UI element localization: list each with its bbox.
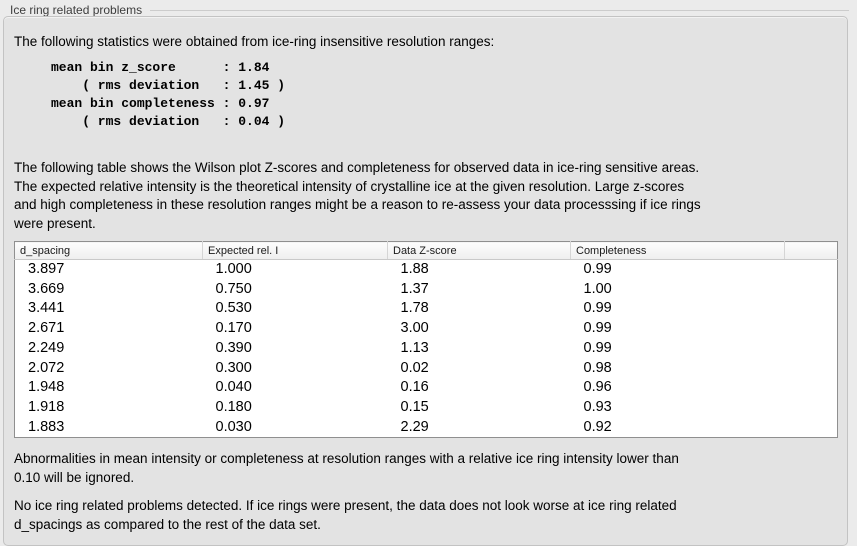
table-cell: 0.99	[583, 339, 612, 356]
table-cell: 1.918	[28, 398, 65, 415]
table-header-row: d_spacing Expected rel. I Data Z-score Comp…	[14, 241, 838, 260]
table-cell: 2.072	[28, 359, 65, 376]
table-cell: 3.897	[28, 261, 65, 277]
groupbox-border-line	[150, 10, 849, 11]
table-cell: 0.390	[215, 339, 252, 356]
stats-block: mean bin z_score : 1.84 ( rms deviation …	[51, 60, 286, 129]
column-header-expected-rel-i[interactable]: Expected rel. I	[202, 241, 388, 260]
table-cell	[785, 398, 838, 418]
table-cell	[785, 319, 838, 339]
table-cell	[785, 359, 838, 379]
table-cell: 2.249	[28, 339, 65, 356]
table-cell: 3.00	[400, 320, 429, 337]
ice-ring-table-grid: d_spacing Expected rel. I Data Z-score Comp…	[14, 241, 838, 439]
table-cell: 3.441	[28, 300, 65, 317]
table-cell: 0.92	[583, 418, 612, 435]
table-cell: 0.02	[400, 359, 429, 376]
table-cell: 0.530	[215, 300, 252, 317]
table-cell	[785, 260, 838, 280]
table-cell: 3.669	[28, 280, 65, 297]
table-row[interactable]: 1.948 0.040 0.16 0.96	[15, 378, 838, 398]
table-cell: 0.15	[400, 398, 429, 415]
table-cell: 2.29	[400, 418, 429, 435]
column-header-d-spacing[interactable]: d_spacing	[14, 241, 203, 260]
table-cell: 0.99	[583, 320, 612, 337]
table-cell: 0.300	[215, 359, 252, 376]
table-cell	[785, 299, 838, 319]
table-cell: 1.883	[28, 418, 65, 435]
table-cell: 0.99	[583, 261, 612, 277]
table-cell: 0.99	[583, 300, 612, 317]
table-cell: 1.948	[28, 379, 65, 396]
table-cell: 1.00	[583, 280, 612, 297]
table-row[interactable]: 3.669 0.750 1.37 1.00	[15, 280, 838, 300]
column-header-data-z-score[interactable]: Data Z-score	[387, 241, 571, 260]
table-cell	[785, 418, 838, 438]
table-cell	[785, 280, 838, 300]
groupbox-title: Ice ring related problems	[10, 3, 143, 17]
table-cell	[785, 378, 838, 398]
column-header-completeness[interactable]: Completeness	[570, 241, 785, 260]
table-cell: 1.37	[400, 280, 429, 297]
table-row[interactable]: 2.671 0.170 3.00 0.99	[15, 319, 838, 339]
table-cell: 0.98	[583, 359, 612, 376]
table-row[interactable]: 1.918 0.180 0.15 0.93	[15, 398, 838, 418]
table-header: d_spacing Expected rel. I Data Z-score Comp…	[14, 241, 838, 260]
table-row[interactable]: 3.897 1.000 1.88 0.99	[15, 260, 838, 280]
table-cell: 0.750	[215, 280, 252, 297]
table-cell: 1.78	[400, 300, 429, 317]
table-cell	[785, 339, 838, 359]
groupbox-header: Ice ring related problems	[0, 0, 849, 20]
table-cell: 1.88	[400, 261, 429, 277]
description-text: The following table shows the Wilson plo…	[14, 160, 701, 231]
table-cell: 1.13	[400, 339, 429, 356]
table-cell: 0.16	[400, 379, 429, 396]
ice-ring-table[interactable]: d_spacing Expected rel. I Data Z-score Comp…	[14, 241, 838, 439]
table-row[interactable]: 3.441 0.530 1.78 0.99	[15, 299, 838, 319]
intro-text: The following statistics were obtained f…	[14, 34, 495, 49]
table-cell: 0.96	[583, 379, 612, 396]
column-header-empty[interactable]	[784, 241, 838, 260]
table-cell: 2.671	[28, 320, 65, 337]
table-body: 3.897 1.000 1.88 0.99 3.669 0.750 1.37 1.00 3.44…	[15, 260, 838, 438]
table-cell: 0.030	[215, 418, 252, 435]
table-cell: 0.180	[215, 398, 252, 415]
table-cell: 0.93	[583, 398, 612, 415]
table-cell: 1.000	[215, 261, 252, 277]
table-cell: 0.170	[215, 320, 252, 337]
table-cell: 0.040	[215, 379, 252, 396]
table-row[interactable]: 2.072 0.300 0.02 0.98	[15, 359, 838, 379]
table-row[interactable]: 2.249 0.390 1.13 0.99	[15, 339, 838, 359]
conclusion-text: No ice ring related problems detected. I…	[14, 498, 677, 532]
ignore-note: Abnormalities in mean intensity or compl…	[14, 451, 679, 485]
table-row[interactable]: 1.883 0.030 2.29 0.92	[15, 418, 838, 438]
ice-ring-panel: The following statistics were obtained f…	[3, 16, 848, 546]
